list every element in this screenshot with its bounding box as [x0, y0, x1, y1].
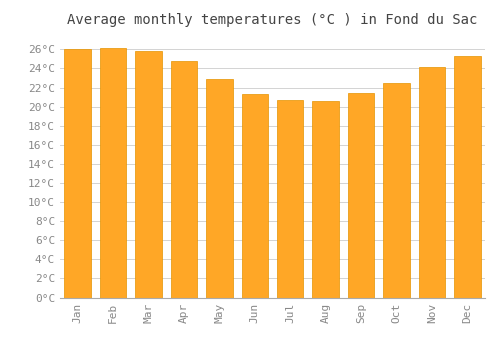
Bar [136, 51, 162, 298]
Bar [348, 93, 374, 298]
Bar [277, 100, 303, 297]
Bar [242, 94, 268, 298]
Bar [206, 79, 233, 298]
Bar [454, 56, 480, 298]
Title: Average monthly temperatures (°C ) in Fond du Sac: Average monthly temperatures (°C ) in Fo… [68, 13, 478, 27]
Bar [100, 48, 126, 298]
Bar [312, 101, 339, 298]
Bar [170, 61, 197, 297]
Bar [418, 66, 445, 298]
Bar [64, 49, 91, 298]
Bar [383, 83, 409, 298]
